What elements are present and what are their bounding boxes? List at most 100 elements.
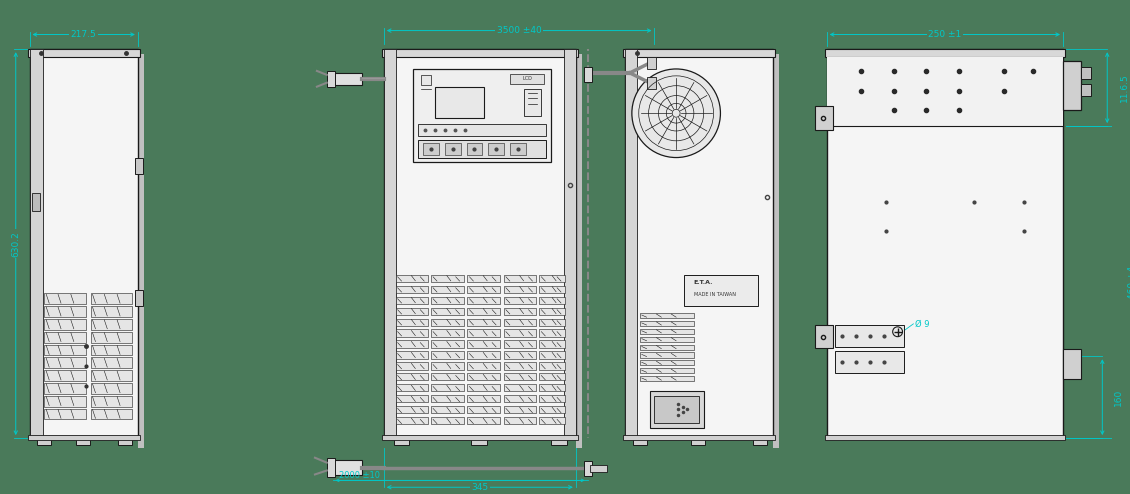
Bar bbox=[623, 49, 774, 57]
Bar bbox=[90, 370, 132, 381]
Bar bbox=[640, 376, 694, 381]
Bar bbox=[504, 286, 537, 293]
Bar bbox=[539, 329, 565, 336]
Bar bbox=[138, 54, 144, 448]
Text: 630.2: 630.2 bbox=[11, 231, 20, 256]
Bar bbox=[431, 286, 463, 293]
Bar bbox=[625, 49, 773, 438]
Bar bbox=[640, 352, 694, 358]
Bar bbox=[583, 67, 591, 82]
Bar bbox=[488, 143, 504, 155]
Bar bbox=[654, 396, 698, 423]
Text: 2000 ±10: 2000 ±10 bbox=[339, 471, 380, 480]
Bar bbox=[396, 308, 428, 315]
Bar bbox=[504, 406, 537, 413]
Bar bbox=[1063, 349, 1080, 379]
Bar bbox=[467, 143, 483, 155]
Bar bbox=[646, 57, 657, 69]
Bar bbox=[1063, 61, 1080, 110]
Bar bbox=[504, 340, 537, 348]
Bar bbox=[690, 438, 705, 445]
Bar bbox=[418, 140, 546, 158]
Circle shape bbox=[632, 69, 721, 158]
Bar bbox=[431, 275, 463, 282]
Bar bbox=[827, 49, 1063, 438]
Bar bbox=[825, 435, 1064, 440]
Bar bbox=[1080, 83, 1090, 95]
Bar bbox=[815, 325, 833, 348]
Bar bbox=[504, 373, 537, 380]
Bar bbox=[396, 296, 428, 304]
Bar bbox=[576, 54, 582, 448]
Bar bbox=[435, 86, 485, 118]
Bar bbox=[431, 340, 463, 348]
Bar bbox=[76, 438, 89, 445]
Bar bbox=[468, 351, 499, 359]
Bar bbox=[504, 275, 537, 282]
Bar bbox=[396, 329, 428, 336]
Bar bbox=[539, 351, 565, 359]
Bar bbox=[431, 395, 463, 403]
Bar bbox=[44, 409, 86, 419]
Bar bbox=[468, 329, 499, 336]
Bar bbox=[424, 143, 438, 155]
Bar bbox=[640, 344, 694, 350]
Bar bbox=[431, 384, 463, 391]
Bar bbox=[468, 406, 499, 413]
Bar bbox=[468, 296, 499, 304]
Bar bbox=[384, 49, 576, 438]
Bar bbox=[90, 357, 132, 368]
Bar bbox=[468, 384, 499, 391]
Bar bbox=[27, 49, 140, 57]
Text: 345: 345 bbox=[471, 483, 488, 492]
Bar bbox=[468, 275, 499, 282]
Bar bbox=[504, 363, 537, 370]
Bar bbox=[29, 49, 138, 438]
Bar bbox=[510, 74, 545, 83]
Bar bbox=[633, 438, 646, 445]
Bar bbox=[396, 286, 428, 293]
Bar bbox=[640, 360, 694, 366]
Bar bbox=[468, 319, 499, 326]
Bar bbox=[640, 368, 694, 373]
Bar bbox=[640, 313, 694, 318]
Bar bbox=[835, 351, 904, 373]
Bar bbox=[396, 319, 428, 326]
Bar bbox=[90, 409, 132, 419]
Bar bbox=[393, 438, 409, 445]
Bar bbox=[90, 344, 132, 355]
Bar bbox=[29, 49, 43, 438]
Bar bbox=[504, 329, 537, 336]
Bar bbox=[468, 395, 499, 403]
Bar bbox=[551, 438, 567, 445]
Text: 3500 ±40: 3500 ±40 bbox=[497, 26, 541, 35]
Bar bbox=[44, 344, 86, 355]
Text: 460 +4: 460 +4 bbox=[1129, 265, 1130, 298]
Bar bbox=[539, 363, 565, 370]
Bar bbox=[468, 417, 499, 424]
Bar bbox=[37, 438, 51, 445]
Bar bbox=[539, 384, 565, 391]
Bar bbox=[504, 395, 537, 403]
Bar bbox=[539, 319, 565, 326]
Bar bbox=[396, 384, 428, 391]
Bar bbox=[90, 383, 132, 394]
Bar bbox=[650, 391, 704, 428]
Bar bbox=[1080, 67, 1090, 79]
Bar bbox=[468, 308, 499, 315]
Bar bbox=[504, 296, 537, 304]
Bar bbox=[382, 49, 577, 57]
Bar bbox=[90, 306, 132, 317]
Bar bbox=[471, 438, 487, 445]
Bar bbox=[431, 406, 463, 413]
Bar bbox=[134, 158, 142, 174]
Bar bbox=[44, 332, 86, 342]
Bar bbox=[539, 373, 565, 380]
Bar bbox=[396, 406, 428, 413]
Bar bbox=[835, 325, 904, 346]
Text: LCD: LCD bbox=[522, 76, 532, 82]
Bar bbox=[134, 290, 142, 306]
Bar bbox=[414, 69, 551, 163]
Bar bbox=[539, 296, 565, 304]
Bar bbox=[382, 435, 577, 440]
